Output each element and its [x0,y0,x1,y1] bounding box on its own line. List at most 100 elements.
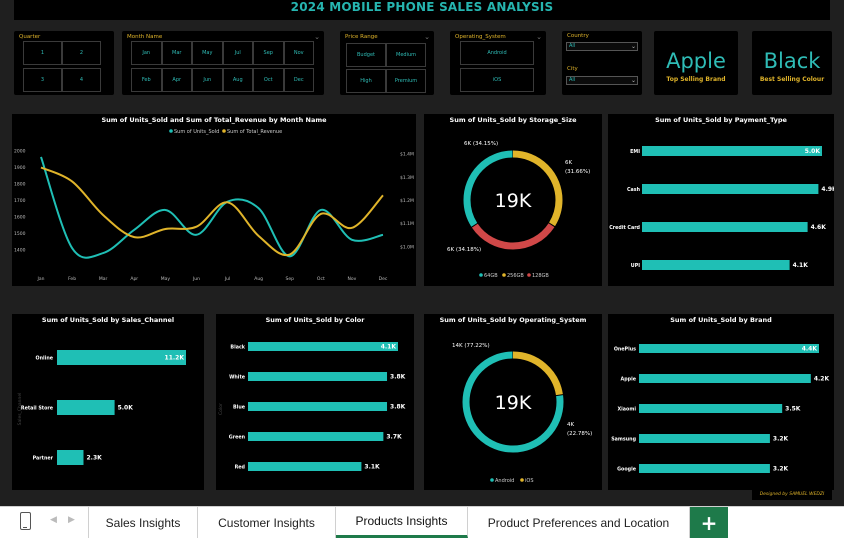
x-tick-label: Apr [130,276,138,282]
slicer-tile[interactable]: Dec [283,68,314,92]
slicer-tile[interactable]: May [192,41,223,65]
slicer-tile[interactable]: 4 [62,68,101,92]
bar[interactable] [57,400,115,415]
y2-tick-label: $1.4M [400,152,414,158]
slicer-tile[interactable]: Android [460,41,534,65]
series-line[interactable] [40,166,384,257]
add-sheet-button[interactable]: + [690,507,728,538]
y-tick-label: 1800 [14,181,26,187]
slicer-tile[interactable]: High [346,69,386,93]
slicer-tile[interactable]: 1 [23,41,62,65]
slicer-tile[interactable]: Apr [161,68,192,92]
bar[interactable] [642,222,808,232]
chart-title: Sum of Units_Sold and Sum of Total_Reven… [101,116,327,124]
y2-tick-label: $1.1M [400,221,414,227]
quarter-slicer: Quarter 1 2 3 4 [14,31,114,95]
scroll-right-icon[interactable]: ▶ [68,515,75,525]
donut-center-value: 19K [495,392,532,414]
slicer-tile[interactable]: Premium [386,69,426,93]
donut-slice[interactable] [463,150,563,250]
tab-product-preferences-location[interactable]: Product Preferences and Location [468,507,690,538]
value-label: 5.0K [805,148,821,155]
x-tick-label: Jan [37,276,45,282]
donut-data-label: 6K (34.18%) [447,247,481,253]
bar[interactable] [639,344,819,353]
bar[interactable] [642,184,819,194]
bar[interactable] [248,402,388,411]
bar[interactable] [248,462,362,471]
payment-chart-panel: Sum of Units_Sold by Payment_Type EMI 5.0… [608,114,834,286]
color-bar-chart: Color Black 4.1K White 3.8K Blue 3.8K Green 3.7… [218,342,406,471]
category-label: Blue [233,404,246,410]
bar[interactable] [639,404,783,413]
mobile-layout-icon[interactable] [20,512,31,530]
category-label: White [229,374,246,380]
value-label: 4.2K [814,376,830,383]
os-chart-panel: Sum of Units_Sold by Operating_System 19… [424,314,602,490]
donut-data-label: 6K [565,160,572,166]
value-label: 3.5K [785,406,801,413]
slicer-tile[interactable]: Jun [192,68,223,92]
bar[interactable] [639,464,770,473]
slicer-tile[interactable]: Medium [386,43,426,67]
bar[interactable] [248,432,384,441]
value-label: 4.1K [793,262,809,269]
donut-slice[interactable] [462,351,564,453]
value-label: 4.9K [821,186,834,193]
city-dropdown[interactable]: All ⌄ [566,76,638,85]
chart-title: Sum of Units_Sold by Storage_Size [449,116,577,124]
bar[interactable] [639,374,811,383]
category-label: Samsung [611,436,636,442]
chevron-down-icon[interactable]: ⌄ [314,33,320,41]
chevron-down-icon[interactable]: ⌄ [424,33,430,41]
slicer-tile[interactable]: iOS [460,68,534,92]
tab-sales-insights[interactable]: Sales Insights [88,507,198,538]
category-label: Partner [33,455,54,461]
bar[interactable] [639,434,770,443]
month-slicer: Month Name ⌄ Jan Mar May Jul Sep Nov Feb Apr Jun… [122,31,324,95]
slicer-tile[interactable]: Budget [346,43,386,67]
category-label: Black [230,344,245,350]
x-tick-label: Jun [192,276,200,282]
slicer-tile[interactable]: 3 [23,68,62,92]
donut-data-label: 14K (77.22%) [452,343,490,349]
donut-slice[interactable] [462,351,564,453]
bar[interactable] [642,146,822,156]
tab-products-insights[interactable]: Products Insights [336,507,468,538]
tab-customer-insights[interactable]: Customer Insights [198,507,336,538]
slicer-tile[interactable]: Sep [253,41,284,65]
legend-marker [527,273,531,277]
brand-bar-chart: OnePlus 4.4K Apple 4.2K Xiaomi 3.5K Samsung 3.2… [611,344,830,473]
y-tick-label: 1500 [14,231,26,237]
bar[interactable] [248,372,388,381]
legend-marker [502,273,506,277]
category-label: Green [229,434,246,440]
chart-title: Sum of Units_Sold by Color [265,316,365,324]
bar[interactable] [248,342,398,351]
axis-label: Sales_Channel [17,393,23,426]
channel-bar-chart: Sales_Channel Online 11.2K Retail Store 5.0… [17,350,186,465]
slicer-tile[interactable]: 2 [62,41,101,65]
slicer-tile[interactable]: Mar [161,41,192,65]
slicer-title: Month Name [127,34,163,40]
slicer-tile[interactable]: Oct [253,68,284,92]
legend-label: iOS [525,478,534,484]
series-line[interactable] [40,156,384,259]
value-label: 4.6K [811,224,827,231]
donut-slice[interactable] [463,150,563,250]
slicer-tile[interactable]: Feb [131,68,162,92]
slicer-tile[interactable]: Jul [222,41,253,65]
donut-slice[interactable] [463,150,563,250]
bar[interactable] [642,260,790,270]
slicer-tile[interactable]: Jan [131,41,162,65]
y-tick-label: 1600 [14,215,26,221]
country-dropdown[interactable]: All ⌄ [566,42,638,51]
scroll-left-icon[interactable]: ◀ [50,515,57,525]
bar[interactable] [57,450,84,465]
category-label: UPI [631,263,640,269]
chevron-down-icon[interactable]: ⌄ [536,33,542,41]
slicer-tile[interactable]: Nov [283,41,314,65]
slicer-tile[interactable]: Aug [222,68,253,92]
bar[interactable] [57,350,186,365]
